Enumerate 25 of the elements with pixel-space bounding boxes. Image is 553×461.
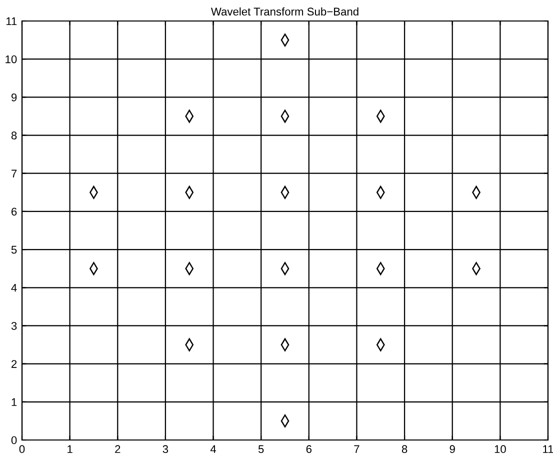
y-tick-label: 11 (6, 17, 17, 26)
x-tick-label: 10 (494, 445, 506, 454)
y-tick-label: 7 (12, 170, 17, 178)
y-tick-label: 0 (11, 436, 17, 444)
y-tick-label: 5 (11, 246, 17, 254)
x-tick-label: 6 (306, 445, 312, 454)
x-tick-label: 8 (402, 445, 408, 454)
x-tick-label: 11 (543, 445, 553, 453)
y-tick-label: 1 (12, 398, 17, 406)
x-tick-label: 0 (19, 445, 25, 454)
y-tick-label: 8 (11, 132, 17, 140)
x-tick-label: 7 (354, 445, 360, 453)
y-tick-label: 6 (12, 208, 17, 216)
y-tick-label: 10 (6, 55, 17, 64)
x-tick-label: 4 (210, 445, 216, 453)
x-tick-label: 9 (450, 445, 455, 454)
y-tick-label: 2 (12, 360, 17, 368)
y-tick-label: 9 (11, 93, 17, 102)
chart-title: Wavelet Transform Sub−Band (210, 7, 358, 16)
x-tick-label: 1 (68, 445, 72, 453)
y-tick-label: 3 (11, 322, 17, 330)
y-tick-label: 4 (11, 284, 17, 292)
x-tick-label: 2 (115, 445, 120, 453)
x-tick-label: 5 (258, 445, 264, 454)
x-tick-label: 3 (162, 445, 168, 454)
